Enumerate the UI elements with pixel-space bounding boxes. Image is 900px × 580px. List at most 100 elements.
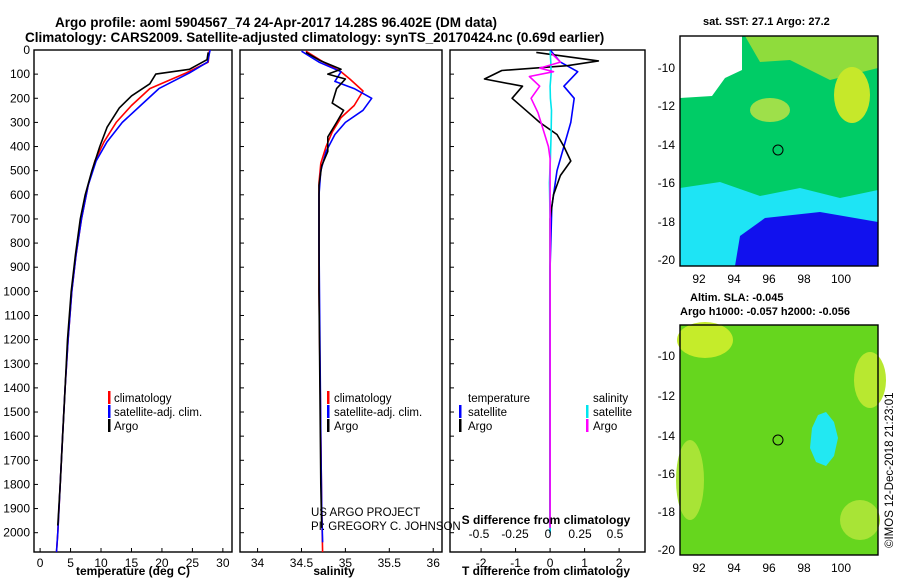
sla-map-high-patch-2 <box>854 352 886 408</box>
depth-tick-label: 800 <box>10 236 30 250</box>
legend-swatch-satellite <box>327 405 330 418</box>
difference-xlabel: T difference from climatology <box>462 564 630 578</box>
depth-tick-label: 0 <box>23 43 30 57</box>
salinity-panel-frame <box>239 49 443 553</box>
x-tick-label: 30 <box>216 556 230 570</box>
depth-tick-label: 1400 <box>3 381 30 395</box>
series-temperature-satellite <box>549 49 579 533</box>
x-tick-label: 10 <box>94 556 108 570</box>
depth-tick-label: 1600 <box>3 429 30 443</box>
depth-tick-label: 700 <box>10 212 30 226</box>
legend-swatch-s-argo <box>586 419 589 432</box>
legend-label-t-satellite: satellite <box>468 407 507 419</box>
sla-xlabel: 92 <box>692 561 706 575</box>
x-tick-label: 0 <box>547 556 554 570</box>
x-tick-label: 25 <box>186 556 200 570</box>
sla-ylabel: -18 <box>658 505 676 519</box>
sst-ylabel: -12 <box>658 99 676 113</box>
legend-label-argo: Argo <box>334 421 358 433</box>
legend-label-climatology: climatology <box>334 393 392 405</box>
sla-ylabel: -20 <box>658 543 676 557</box>
sla-map-title-1: Altim. SLA: -0.045 <box>690 292 784 304</box>
legend-title-temperature: temperature <box>468 393 530 405</box>
sst-map-cold-band <box>735 212 878 266</box>
sla-ylabel: -16 <box>658 467 676 481</box>
legend-label-satellite: satellite-adj. clim. <box>334 407 422 419</box>
x-tick-label: 34 <box>251 556 265 570</box>
x-tick-label: 0 <box>37 556 44 570</box>
sla-map-low-patch <box>810 412 838 466</box>
depth-tick-label: 1100 <box>4 308 30 322</box>
imos-timestamp: ©IMOS 12-Dec-2018 21:23:01 <box>884 392 896 548</box>
legend-label-argo: Argo <box>114 421 138 433</box>
depth-tick-label: 1300 <box>3 357 30 371</box>
s-tick-4: 0.25 <box>568 527 592 541</box>
sla-map-axis-labels: -10 -12 -14 -16 -18 -20 92 94 96 98 100 <box>658 349 852 575</box>
x-tick-label: 20 <box>155 556 169 570</box>
depth-tick-label: 400 <box>10 140 30 154</box>
sst-map <box>679 35 879 267</box>
legend-swatch-satellite <box>108 405 111 418</box>
depth-tick-label: 300 <box>10 115 30 129</box>
sla-ylabel: -10 <box>658 349 676 363</box>
sla-map-title-2: Argo h1000: -0.057 h2000: -0.056 <box>680 306 850 318</box>
profile-curves: 0 5 10 15 20 25 30 34 34.5 35 35.5 36 -2 -1 0 1 2 <box>34 49 623 570</box>
legend-swatch-s-satellite <box>586 405 589 418</box>
x-tick-label: 5 <box>67 556 74 570</box>
x-tick-label: -2 <box>476 556 487 570</box>
sla-map-frame <box>679 324 879 556</box>
credit-project: US ARGO PROJECT <box>311 507 420 519</box>
x-tick-label: 35 <box>339 556 353 570</box>
x-tick-label: 2 <box>616 556 623 570</box>
sst-map-title: sat. SST: 27.1 Argo: 27.2 <box>703 16 830 28</box>
depth-tick-label: 1200 <box>3 333 30 347</box>
depth-tick-label: 1900 <box>3 502 30 516</box>
legend-swatch-t-satellite <box>459 405 462 418</box>
depth-tick-label: 1500 <box>3 405 30 419</box>
series-satellite-adj-clim- <box>55 49 211 553</box>
depth-tick-label: 1700 <box>3 453 30 467</box>
sla-map-high-patch-3 <box>676 440 704 520</box>
credit-pi: PI: GREGORY C. JOHNSON <box>311 521 461 533</box>
sst-ylabel: -10 <box>658 61 676 75</box>
depth-tick-label: 2000 <box>3 526 30 540</box>
series-argo <box>305 51 347 528</box>
legend-label-s-argo: Argo <box>593 421 617 433</box>
sst-xlabel: 96 <box>762 272 776 286</box>
depth-tick-label: 100 <box>10 67 30 81</box>
depth-tick-label: 1800 <box>3 477 30 491</box>
sla-argo-location-marker <box>772 434 784 446</box>
sst-map-warm-patch <box>834 67 870 123</box>
sst-xlabel: 100 <box>831 272 851 286</box>
depth-tick-label: 900 <box>10 260 30 274</box>
legend-swatch-argo <box>327 419 330 432</box>
sst-xlabel: 98 <box>797 272 811 286</box>
series-salinity-argo <box>528 53 562 528</box>
sla-ylabel: -14 <box>658 429 676 443</box>
title-line-1: Argo profile: aoml 5904567_74 24-Apr-201… <box>55 15 497 30</box>
legend-swatch-climatology <box>327 391 330 404</box>
depth-tick-labels: 0 100 200 300 400 500 600 700 800 900 1000 1100 1200… <box>3 43 30 540</box>
legend-label-s-satellite: satellite <box>593 407 632 419</box>
legend-label-satellite: satellite-adj. clim. <box>114 407 202 419</box>
difference-xlabel-top: S difference from climatology <box>462 513 631 527</box>
sla-xlabel: 98 <box>797 561 811 575</box>
legend-title-salinity: salinity <box>593 393 628 405</box>
sla-map-high-patch <box>677 322 733 358</box>
temperature-panel-frame <box>33 49 233 553</box>
s-tick-1: -0.5 <box>469 527 490 541</box>
salinity-legend: climatology satellite-adj. clim. Argo <box>327 391 422 433</box>
legend-label-t-argo: Argo <box>468 421 492 433</box>
legend-swatch-argo <box>108 419 111 432</box>
sst-map-warm-band <box>745 36 878 80</box>
sst-ylabel: -16 <box>658 176 676 190</box>
depth-tick-label: 500 <box>10 164 30 178</box>
legend-swatch-t-argo <box>459 419 462 432</box>
sla-xlabel: 94 <box>727 561 741 575</box>
x-tick-label: 35.5 <box>378 556 402 570</box>
x-tick-label: 34.5 <box>290 556 314 570</box>
legend-label-climatology: climatology <box>114 393 172 405</box>
sla-map <box>676 322 886 556</box>
difference-panel-frame <box>449 49 646 553</box>
